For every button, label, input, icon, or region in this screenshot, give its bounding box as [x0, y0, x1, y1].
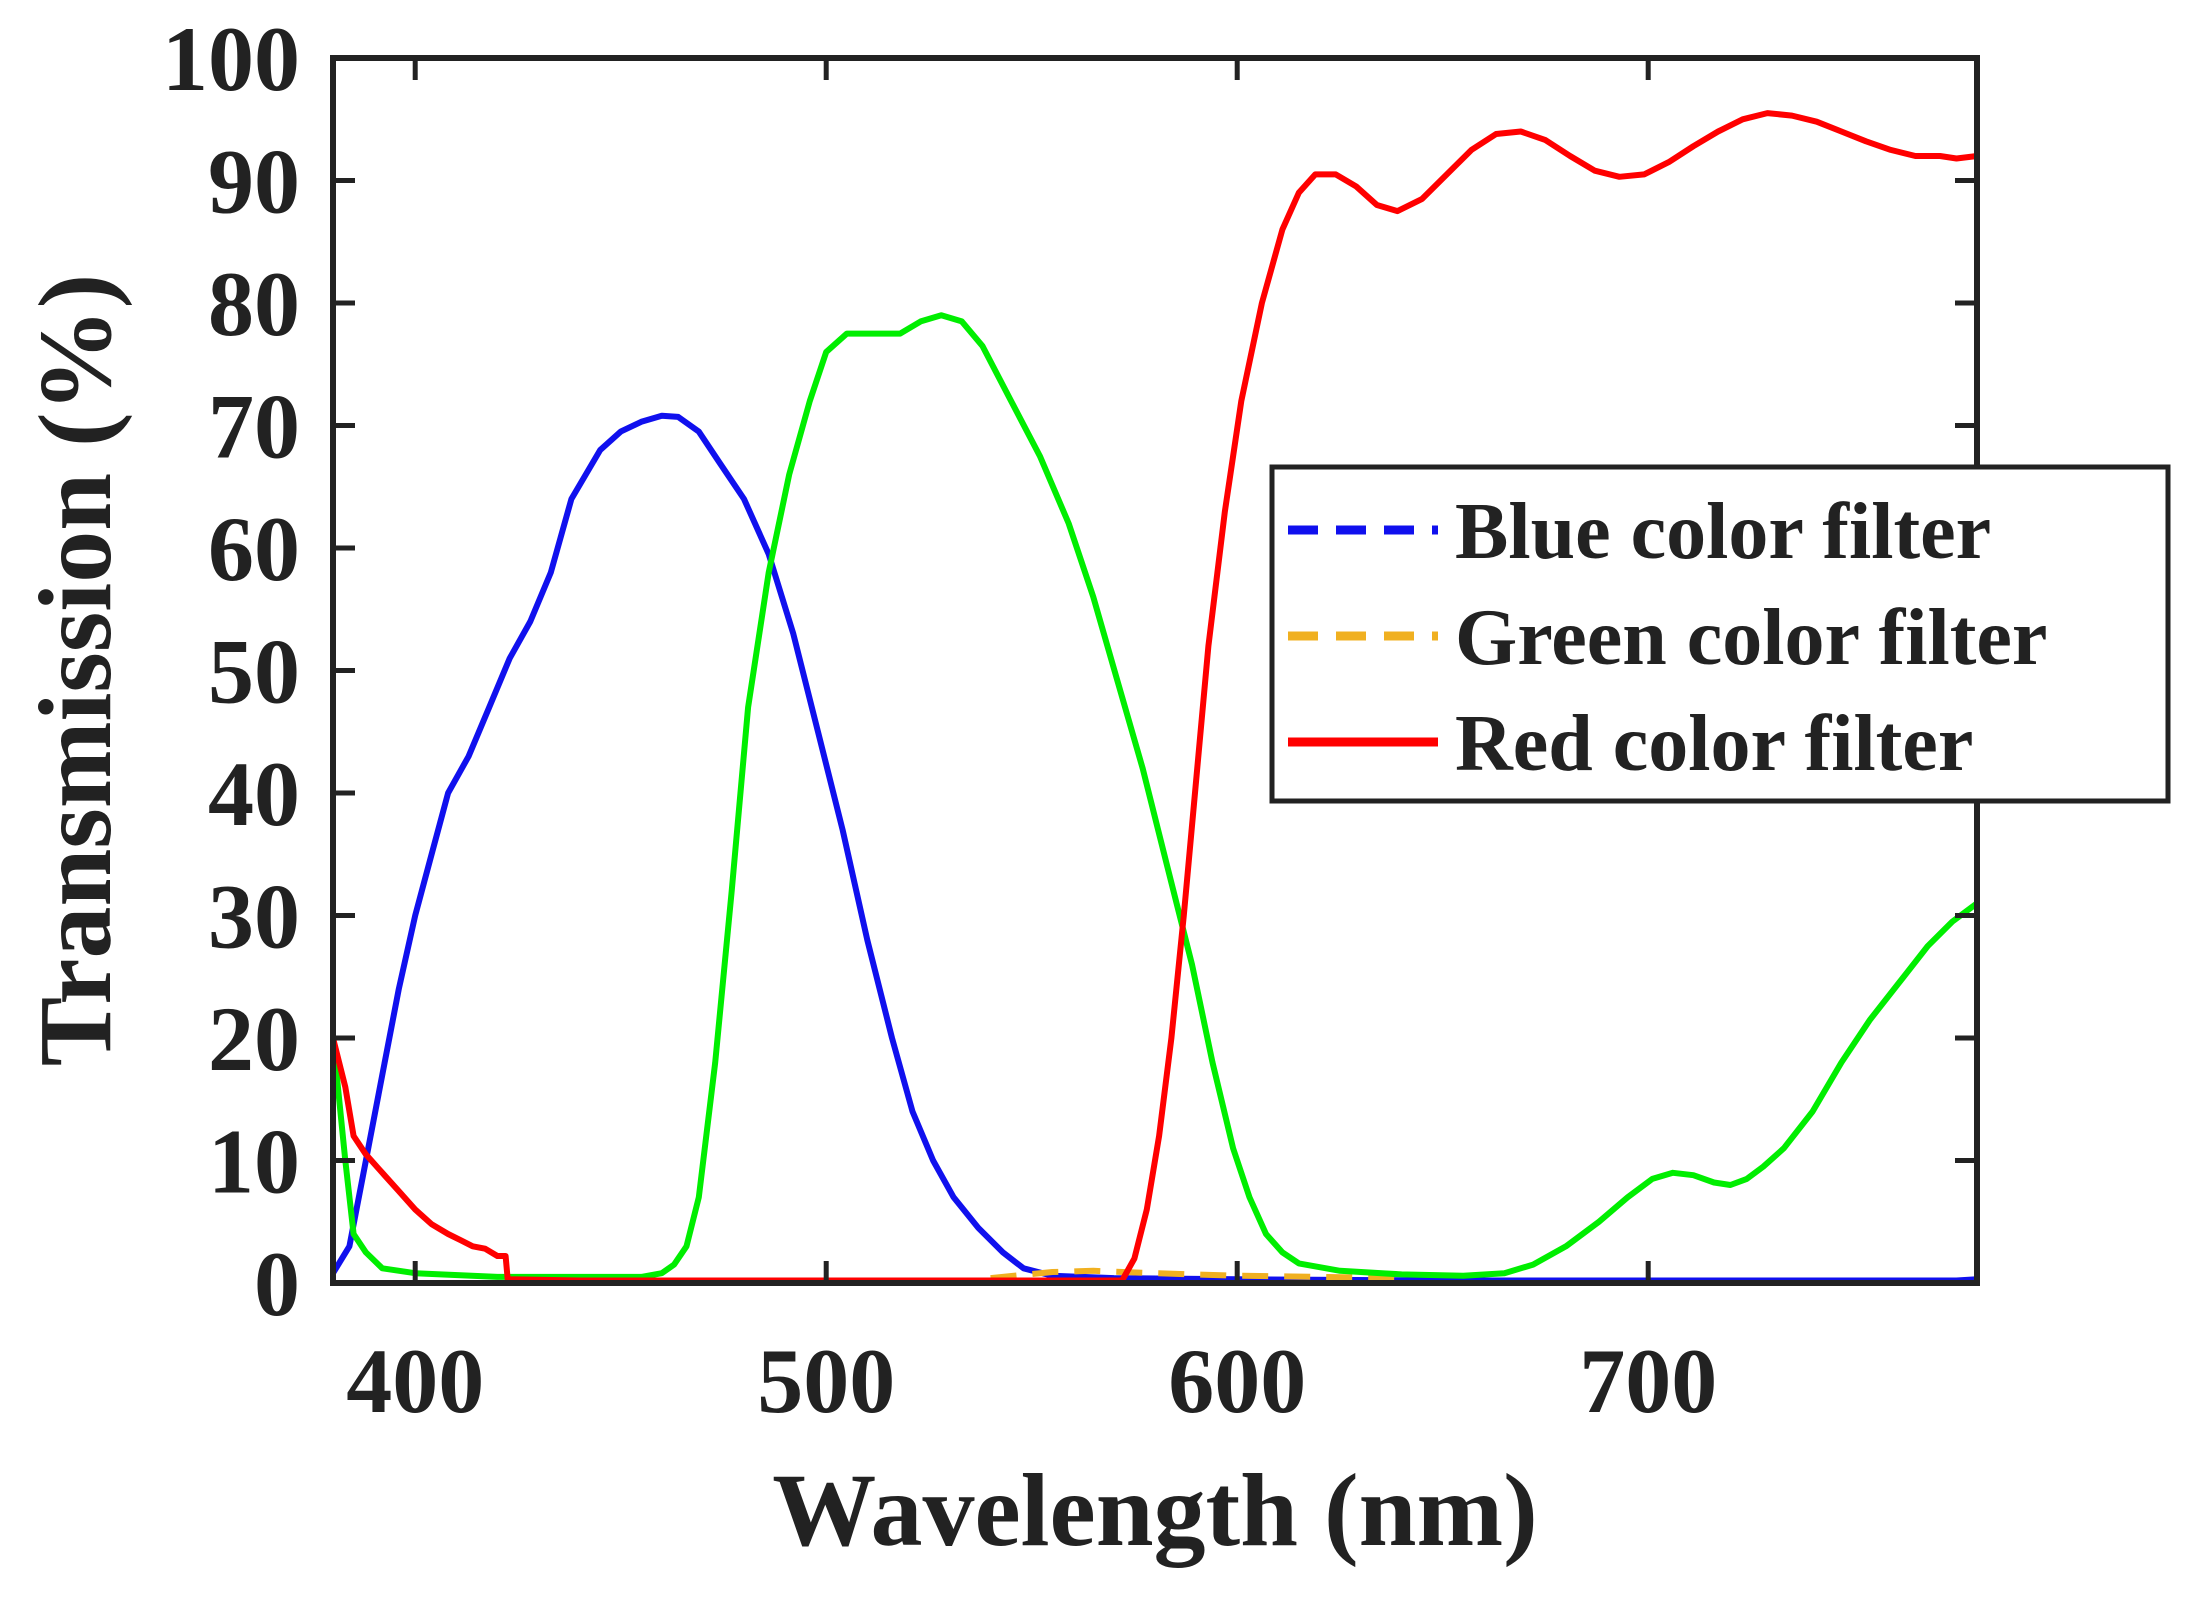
legend-label-blue: Blue color filter: [1455, 488, 1991, 576]
tick-labels-layer: 400 500 600 700 0 10 20 30 40 50 60 70 80 90 100: [162, 8, 1717, 1432]
y-tick-label: 30: [208, 866, 300, 968]
y-tick-label: 80: [208, 253, 300, 355]
x-tick-label: 700: [1579, 1330, 1717, 1432]
y-tick-label: 10: [208, 1111, 300, 1213]
x-tick-label: 500: [757, 1330, 895, 1432]
y-tick-label: 60: [208, 498, 300, 600]
x-tick-label: 600: [1168, 1330, 1306, 1432]
x-axis-title: Wavelength (nm): [772, 1453, 1538, 1568]
series-line-green-dashed: [990, 1267, 1402, 1282]
y-tick-label: 0: [254, 1233, 300, 1335]
legend-label-red: Red color filter: [1455, 700, 1973, 788]
y-axis-title: Transmission (%): [18, 274, 133, 1067]
y-tick-label: 90: [208, 131, 300, 233]
series-line-blue: [330, 412, 1980, 1284]
series-layer: [330, 110, 1980, 1284]
x-tick-label: 400: [346, 1330, 484, 1432]
series-line-green: [330, 312, 1980, 1280]
y-tick-label: 50: [208, 621, 300, 723]
series-line-red: [330, 110, 1980, 1284]
legend: Blue color filter Green color filter Red…: [1269, 464, 2171, 804]
y-tick-label: 70: [208, 376, 300, 478]
y-tick-label: 40: [208, 743, 300, 845]
y-tick-label: 100: [162, 8, 300, 110]
legend-label-green: Green color filter: [1455, 594, 2047, 682]
y-tick-label: 20: [208, 988, 300, 1090]
